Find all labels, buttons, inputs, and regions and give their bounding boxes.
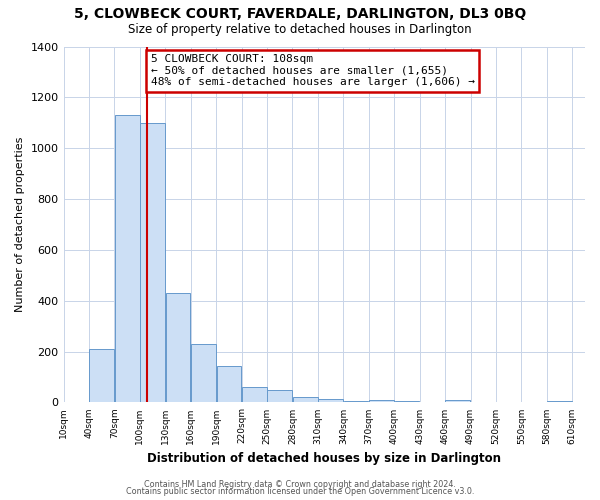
Bar xyxy=(268,390,292,402)
Bar xyxy=(318,398,343,402)
Y-axis label: Number of detached properties: Number of detached properties xyxy=(15,137,25,312)
Bar xyxy=(293,398,317,402)
Text: 5, CLOWBECK COURT, FAVERDALE, DARLINGTON, DL3 0BQ: 5, CLOWBECK COURT, FAVERDALE, DARLINGTON… xyxy=(74,8,526,22)
Bar xyxy=(191,344,216,403)
Text: 5 CLOWBECK COURT: 108sqm
← 50% of detached houses are smaller (1,655)
48% of sem: 5 CLOWBECK COURT: 108sqm ← 50% of detach… xyxy=(151,54,475,88)
Text: Size of property relative to detached houses in Darlington: Size of property relative to detached ho… xyxy=(128,22,472,36)
Bar xyxy=(369,400,394,402)
Text: Contains public sector information licensed under the Open Government Licence v3: Contains public sector information licen… xyxy=(126,488,474,496)
Bar xyxy=(115,115,140,403)
Text: Contains HM Land Registry data © Crown copyright and database right 2024.: Contains HM Land Registry data © Crown c… xyxy=(144,480,456,489)
Bar xyxy=(140,123,165,402)
X-axis label: Distribution of detached houses by size in Darlington: Distribution of detached houses by size … xyxy=(147,452,501,465)
Bar xyxy=(166,293,190,403)
Bar xyxy=(445,400,470,402)
Bar xyxy=(547,401,572,402)
Bar xyxy=(344,401,368,402)
Bar xyxy=(89,349,114,403)
Bar xyxy=(217,366,241,403)
Bar xyxy=(395,401,419,402)
Bar xyxy=(242,387,266,402)
